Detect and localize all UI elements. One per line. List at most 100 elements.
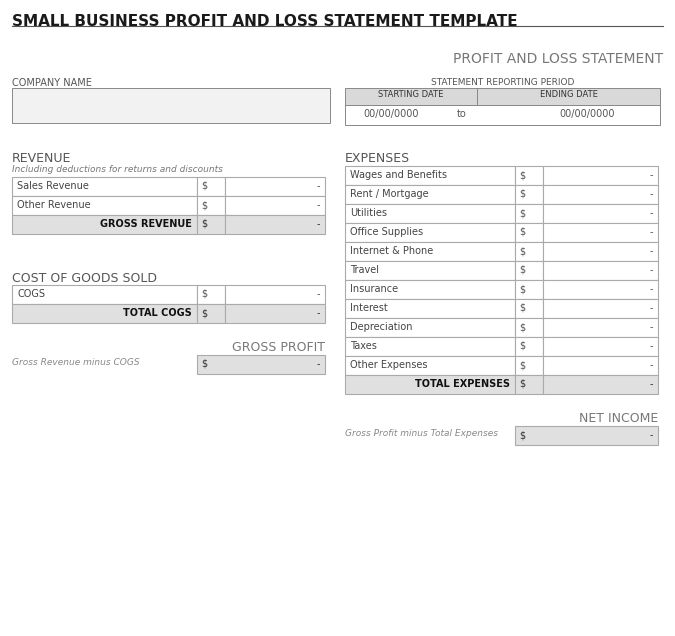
Text: $: $	[519, 341, 525, 351]
Bar	[345, 242, 515, 261]
Text: NET INCOME: NET INCOME	[578, 412, 658, 425]
Bar	[543, 261, 658, 280]
Text: 00/00/0000: 00/00/0000	[559, 109, 615, 119]
Text: STATEMENT REPORTING PERIOD: STATEMENT REPORTING PERIOD	[431, 78, 574, 87]
Text: $: $	[519, 303, 525, 313]
Bar	[345, 280, 515, 299]
Bar	[345, 318, 515, 337]
Bar	[515, 280, 543, 299]
Bar	[543, 299, 658, 318]
Text: TOTAL EXPENSES: TOTAL EXPENSES	[415, 379, 510, 389]
Text: -: -	[649, 360, 653, 370]
Bar	[515, 185, 543, 204]
Text: REVENUE: REVENUE	[12, 152, 72, 165]
Text: SMALL BUSINESS PROFIT AND LOSS STATEMENT TEMPLATE: SMALL BUSINESS PROFIT AND LOSS STATEMENT…	[12, 14, 518, 29]
Bar	[225, 196, 325, 215]
Text: ENDING DATE: ENDING DATE	[540, 90, 597, 99]
Bar	[12, 196, 197, 215]
Text: -: -	[649, 208, 653, 218]
Bar	[345, 375, 515, 394]
Bar	[345, 88, 477, 105]
Text: COMPANY NAME: COMPANY NAME	[12, 78, 92, 88]
Text: COGS: COGS	[17, 289, 45, 299]
Text: Other Expenses: Other Expenses	[350, 360, 427, 370]
Bar	[543, 242, 658, 261]
Bar	[515, 337, 543, 356]
Text: Rent / Mortgage: Rent / Mortgage	[350, 189, 429, 199]
Bar	[515, 261, 543, 280]
Text: STARTING DATE: STARTING DATE	[379, 90, 444, 99]
Bar	[345, 356, 515, 375]
Text: -: -	[317, 308, 320, 318]
Bar	[345, 166, 515, 185]
Bar	[515, 318, 543, 337]
Bar	[197, 304, 225, 323]
Bar	[345, 105, 660, 125]
Text: $: $	[519, 265, 525, 275]
Bar	[515, 375, 543, 394]
Text: $: $	[519, 246, 525, 256]
Text: -: -	[649, 379, 653, 389]
Text: -: -	[317, 359, 320, 369]
Text: -: -	[649, 341, 653, 351]
Bar	[345, 185, 515, 204]
Bar	[12, 215, 197, 234]
Bar	[515, 242, 543, 261]
Text: $: $	[519, 227, 525, 237]
Bar	[515, 426, 658, 445]
Bar	[515, 299, 543, 318]
Bar	[477, 88, 660, 105]
Bar	[12, 177, 197, 196]
Bar	[515, 166, 543, 185]
Bar	[225, 215, 325, 234]
Text: -: -	[649, 170, 653, 180]
Text: Interest: Interest	[350, 303, 387, 313]
Text: -: -	[649, 246, 653, 256]
Bar	[543, 356, 658, 375]
Text: COST OF GOODS SOLD: COST OF GOODS SOLD	[12, 272, 157, 285]
Bar	[345, 204, 515, 223]
Text: Insurance: Insurance	[350, 284, 398, 294]
Text: -: -	[649, 430, 653, 440]
Text: -: -	[649, 303, 653, 313]
Text: 00/00/0000: 00/00/0000	[364, 109, 419, 119]
Bar	[197, 215, 225, 234]
Bar	[543, 337, 658, 356]
Text: GROSS REVENUE: GROSS REVENUE	[100, 219, 192, 229]
Text: Utilities: Utilities	[350, 208, 387, 218]
Text: -: -	[649, 265, 653, 275]
Text: Wages and Benefits: Wages and Benefits	[350, 170, 447, 180]
Bar	[345, 223, 515, 242]
Text: $: $	[201, 359, 207, 369]
Text: -: -	[649, 322, 653, 332]
Bar	[515, 356, 543, 375]
Text: $: $	[201, 289, 207, 299]
Text: Gross Profit minus Total Expenses: Gross Profit minus Total Expenses	[345, 429, 498, 438]
Bar	[543, 318, 658, 337]
Text: Internet & Phone: Internet & Phone	[350, 246, 433, 256]
Text: $: $	[519, 360, 525, 370]
Text: -: -	[317, 181, 320, 191]
Text: $: $	[201, 181, 207, 191]
Bar	[515, 204, 543, 223]
Text: Gross Revenue minus COGS: Gross Revenue minus COGS	[12, 358, 140, 367]
Text: $: $	[519, 379, 525, 389]
Text: $: $	[201, 308, 207, 318]
Text: PROFIT AND LOSS STATEMENT: PROFIT AND LOSS STATEMENT	[453, 52, 663, 66]
Bar	[515, 223, 543, 242]
Bar	[225, 304, 325, 323]
Bar	[345, 299, 515, 318]
Text: -: -	[317, 200, 320, 210]
Bar	[12, 88, 330, 123]
Text: $: $	[519, 189, 525, 199]
Text: $: $	[519, 430, 525, 440]
Text: $: $	[519, 170, 525, 180]
Text: Depreciation: Depreciation	[350, 322, 412, 332]
Text: EXPENSES: EXPENSES	[345, 152, 410, 165]
Bar	[345, 337, 515, 356]
Bar	[197, 355, 325, 374]
Text: TOTAL COGS: TOTAL COGS	[124, 308, 192, 318]
Text: Office Supplies: Office Supplies	[350, 227, 423, 237]
Bar	[197, 177, 225, 196]
Text: $: $	[201, 219, 207, 229]
